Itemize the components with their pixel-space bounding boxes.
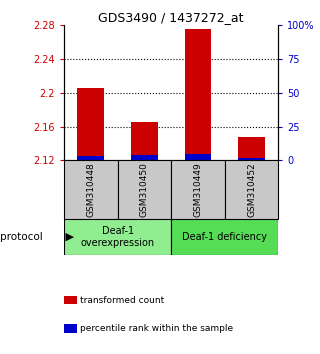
Bar [77,156,104,160]
Text: ▶: ▶ [62,232,75,242]
Bar [185,154,212,160]
Title: GDS3490 / 1437272_at: GDS3490 / 1437272_at [99,11,244,24]
Text: percentile rank within the sample: percentile rank within the sample [80,324,233,333]
Bar [118,160,171,218]
Text: transformed count: transformed count [80,296,164,305]
Text: Deaf-1 deficiency: Deaf-1 deficiency [182,232,267,242]
Bar [238,158,265,160]
Bar [131,155,158,160]
Bar [77,88,104,160]
Text: GSM310448: GSM310448 [86,162,95,217]
Bar [185,29,212,160]
Bar [131,122,158,160]
Bar [64,160,118,218]
Text: GSM310450: GSM310450 [140,162,149,217]
Bar [238,137,265,160]
Bar [171,160,225,218]
Bar [171,218,278,255]
Text: GSM310452: GSM310452 [247,162,256,217]
Text: GSM310449: GSM310449 [194,162,203,217]
Bar [225,160,278,218]
Text: protocol: protocol [0,232,43,242]
Text: Deaf-1
overexpression: Deaf-1 overexpression [81,226,155,247]
Bar [64,218,171,255]
